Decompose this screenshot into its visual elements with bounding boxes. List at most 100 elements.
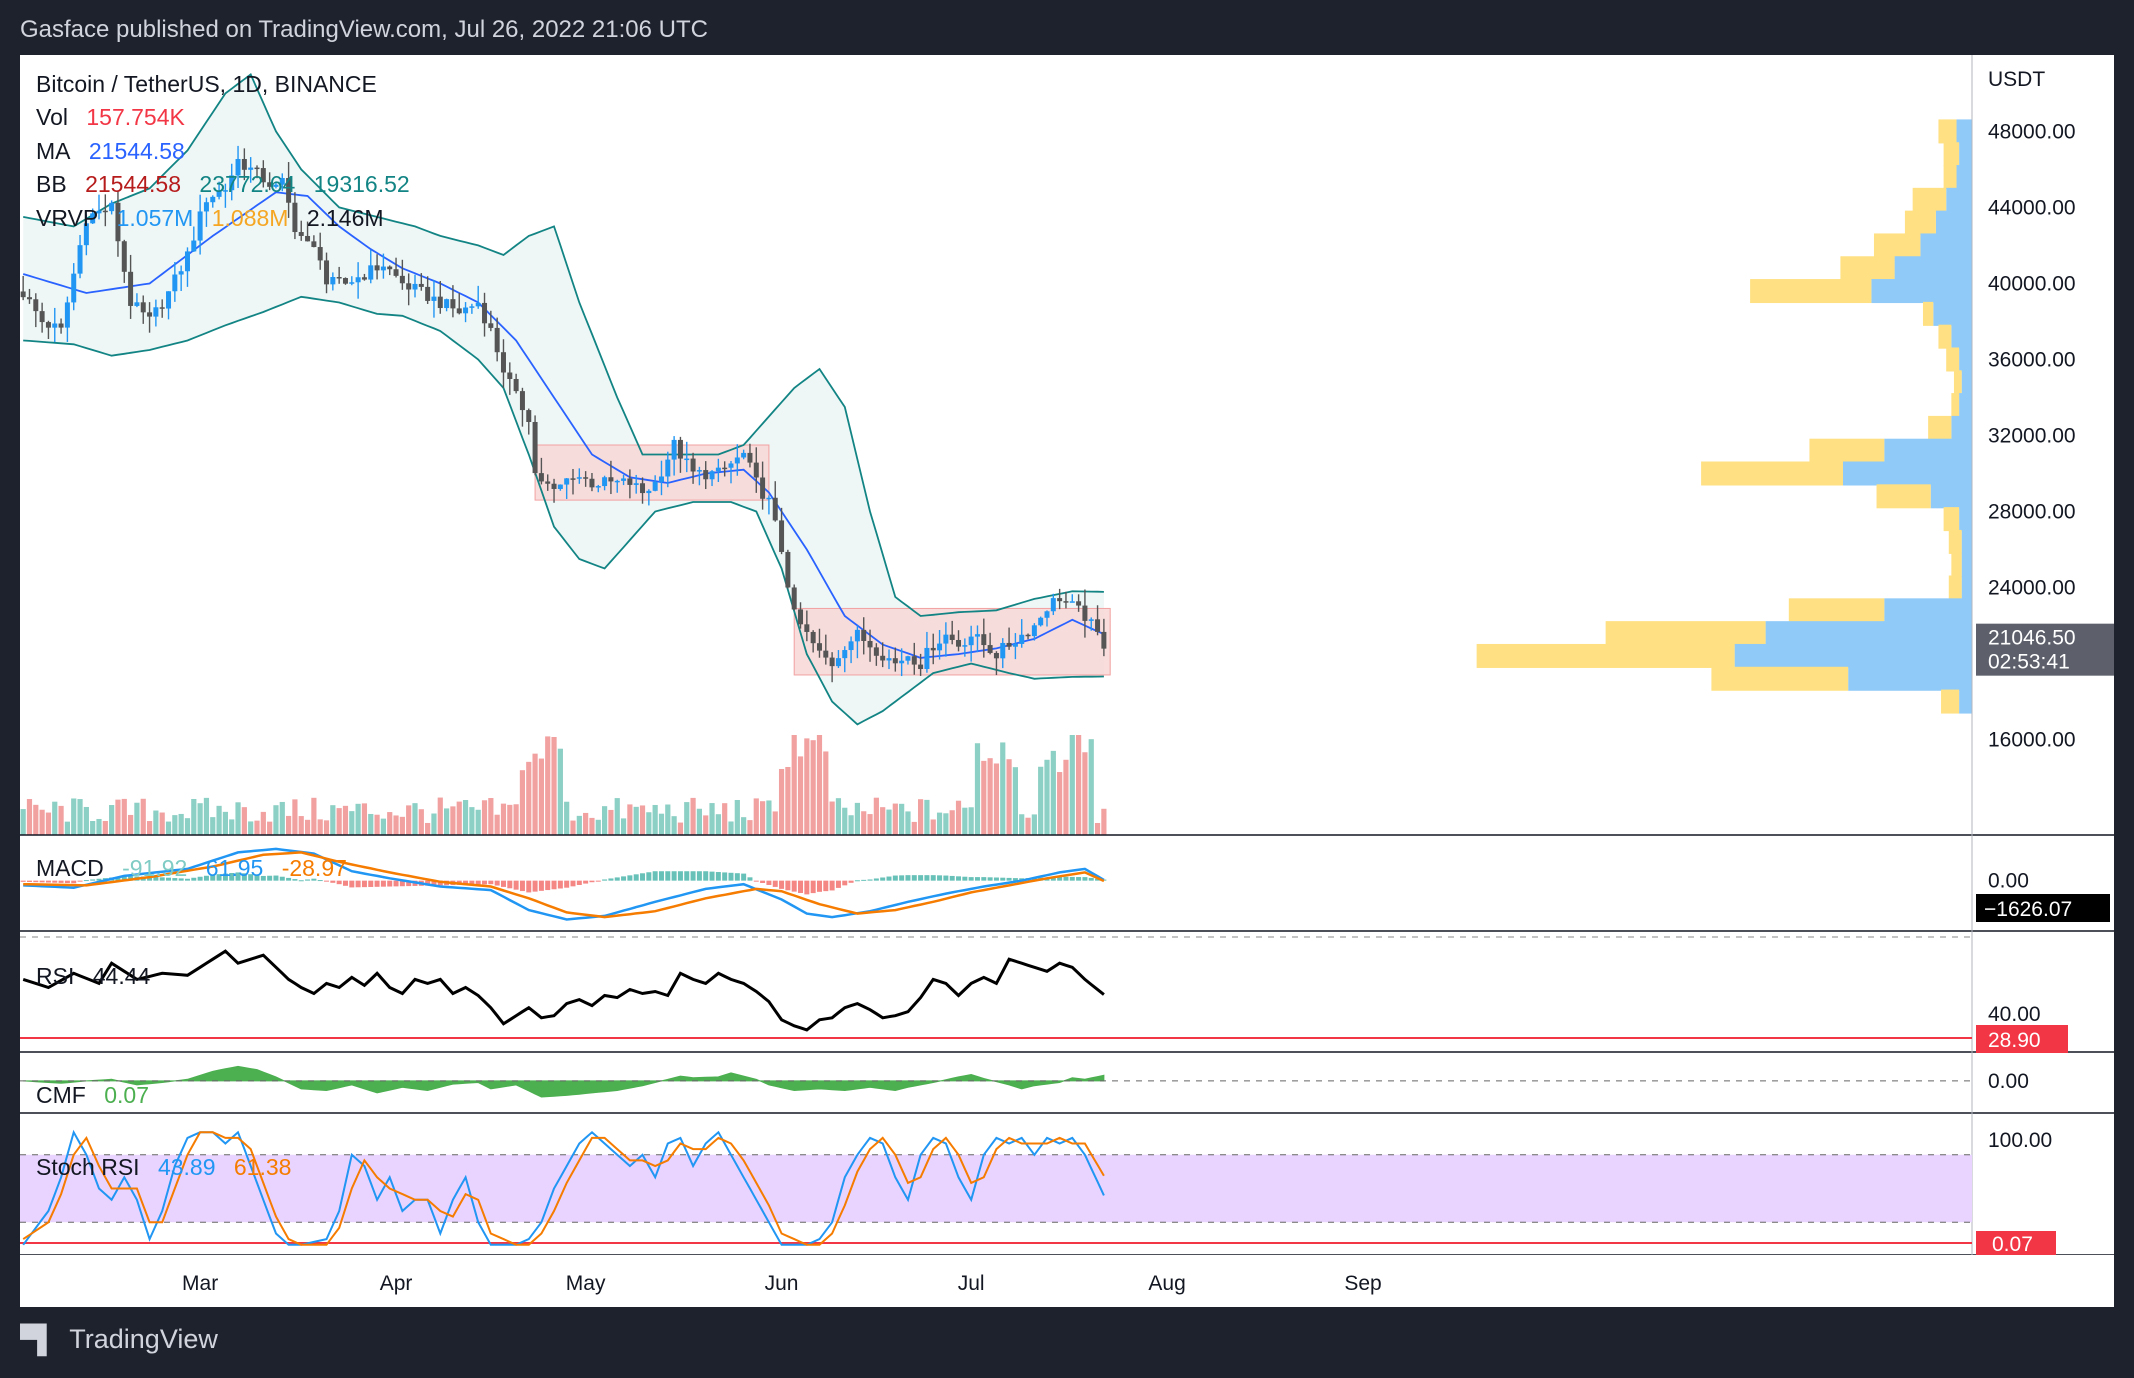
volume-bar [842, 807, 848, 835]
macd-histogram-bar [798, 880, 804, 893]
candle-body [709, 471, 715, 480]
macd-histogram-bar [1006, 877, 1012, 881]
volume-bar [804, 738, 810, 835]
vrvp-bar-down [1943, 165, 1957, 190]
macd-histogram-bar [545, 880, 551, 891]
volume-bar [494, 814, 500, 835]
ma-label[interactable]: MA [36, 138, 71, 164]
volume-bar [178, 813, 184, 835]
macd-histogram-bar [513, 880, 519, 890]
macd-histogram-bar [254, 875, 260, 881]
volume-bar [981, 760, 987, 835]
candle-body [804, 624, 810, 632]
macd-histogram-bar [147, 876, 153, 881]
volume-bar [71, 798, 77, 835]
cmf-label[interactable]: CMF [36, 1082, 86, 1108]
volume-bar [760, 801, 766, 835]
macd-histogram-bar [1031, 877, 1037, 881]
candle-body [899, 660, 905, 664]
macd-histogram-bar [956, 876, 962, 881]
last-price-label: 21046.50 [1988, 627, 2076, 650]
volume-bar [715, 814, 721, 835]
macd-histogram-bar [399, 880, 405, 887]
volume-bar [39, 809, 45, 835]
volume-bar [709, 803, 715, 835]
vrvp-bar-up [1933, 301, 1972, 326]
macd-histogram-bar [779, 880, 785, 889]
macd-histogram-bar [791, 880, 797, 892]
vrvp-bar-down [1928, 415, 1952, 440]
vrvp-bar-up [1961, 529, 1972, 554]
volume-bar [317, 819, 323, 835]
time-axis [20, 1255, 2114, 1307]
vrvp-bar-up [1951, 415, 1972, 440]
candle-body [911, 656, 917, 665]
volume-bar [519, 770, 526, 835]
vol-label[interactable]: Vol [36, 104, 68, 130]
vol-value: 157.754K [86, 104, 185, 130]
volume-bar [930, 819, 936, 835]
volume-bar [1101, 808, 1107, 835]
volume-bar [90, 820, 96, 835]
macd-histogram-bar [627, 875, 633, 881]
candle-body [286, 178, 292, 203]
candle-body [425, 286, 431, 301]
vrvp-bar-up [1848, 666, 1972, 691]
chart-canvas[interactable]: USDT 48000.00 44000.00 40000.00 36000.00 3200… [20, 55, 2114, 1307]
macd-histogram-bar [90, 879, 96, 881]
volume-bar [450, 806, 456, 835]
candle-body [260, 168, 266, 183]
price-tick: 28000.00 [1988, 501, 2076, 524]
candle-body [71, 273, 77, 303]
candle-body [747, 452, 753, 463]
candle-body [993, 652, 999, 659]
macd-histogram-bar [166, 877, 172, 881]
macd-histogram-bar [210, 874, 216, 881]
candle-body [602, 477, 608, 487]
rsi-label[interactable]: RSI [36, 963, 75, 989]
macd-label[interactable]: MACD [36, 855, 104, 881]
volume-bar [880, 807, 886, 835]
volume-bar [854, 802, 860, 835]
bb-label[interactable]: BB [36, 171, 67, 197]
macd-histogram-bar [159, 877, 165, 881]
candle-body [956, 639, 962, 647]
macd-histogram-bar [633, 874, 639, 881]
macd-histogram-bar [526, 880, 532, 893]
symbol-title[interactable]: Bitcoin / TetherUS, 1D, BINANCE [36, 71, 377, 97]
candle-body [399, 275, 405, 284]
volume-bar [134, 802, 140, 835]
volume-bar [311, 797, 317, 835]
candle-body [526, 410, 532, 422]
macd-histogram-bar [564, 880, 570, 888]
price-tick: 40000.00 [1988, 272, 2076, 295]
macd-histogram-bar [646, 872, 652, 881]
volume-bar [1076, 735, 1082, 835]
candle-body [949, 634, 955, 640]
volume-bar [1082, 752, 1088, 835]
candle-body [159, 307, 165, 309]
stoch-value-label: 0.07 [1992, 1233, 2033, 1256]
volume-bar [368, 813, 374, 835]
candle-body [595, 486, 601, 488]
volume-bar [330, 805, 336, 835]
candle-body [608, 477, 614, 482]
volume-bar [304, 819, 311, 835]
vrvp-bar-down [1711, 666, 1849, 691]
legend-bb: BB 21544.58 23772.64 19316.52 [36, 171, 422, 198]
stoch-label[interactable]: Stoch RSI [36, 1154, 140, 1180]
candle-body [324, 260, 330, 285]
volume-bar [488, 798, 494, 835]
vrvp-label[interactable]: VRVP [36, 205, 99, 231]
candle-body [456, 308, 462, 314]
candle-body [823, 650, 829, 658]
candle-body [216, 190, 222, 197]
volume-bar [886, 809, 892, 835]
chart-panel[interactable]: USDT 48000.00 44000.00 40000.00 36000.00 3200… [20, 55, 2114, 1307]
volume-bar [52, 801, 58, 835]
volume-bar [1050, 750, 1056, 835]
macd-histogram-bar [463, 880, 469, 885]
volume-bar [58, 805, 64, 835]
candle-body [532, 421, 538, 474]
volume-bar [968, 807, 974, 835]
